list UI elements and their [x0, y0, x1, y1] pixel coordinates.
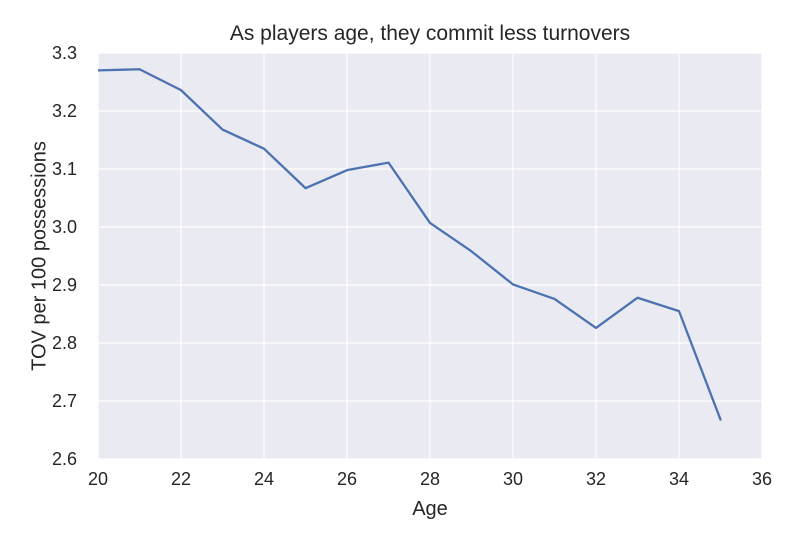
y-tick-label: 3.1: [51, 159, 77, 179]
x-tick-label: 22: [170, 469, 192, 489]
x-tick-label: 32: [585, 469, 607, 489]
y-tick-label: 2.8: [51, 333, 77, 353]
x-tick-label: 24: [253, 469, 275, 489]
x-tick-label: 28: [419, 469, 441, 489]
x-axis-label: Age: [412, 498, 448, 520]
y-axis-label: TOV per 100 possessions: [28, 141, 51, 371]
x-tick-label: 20: [87, 469, 109, 489]
plot-area: [98, 53, 762, 459]
data-line: [98, 68, 722, 421]
x-tick-label: 26: [336, 469, 358, 489]
line-chart: [98, 53, 762, 459]
x-tick-label: 34: [668, 469, 690, 489]
y-tick-label: 2.9: [51, 275, 77, 295]
x-tick-label: 30: [502, 469, 524, 489]
y-tick-label: 3.0: [51, 217, 77, 237]
y-tick-label: 3.3: [51, 43, 77, 63]
x-tick-label: 36: [751, 469, 773, 489]
chart-title: As players age, they commit less turnove…: [229, 22, 631, 45]
y-tick-label: 2.6: [51, 449, 77, 469]
y-tick-label: 3.2: [51, 101, 77, 121]
y-tick-label: 2.7: [51, 391, 77, 411]
